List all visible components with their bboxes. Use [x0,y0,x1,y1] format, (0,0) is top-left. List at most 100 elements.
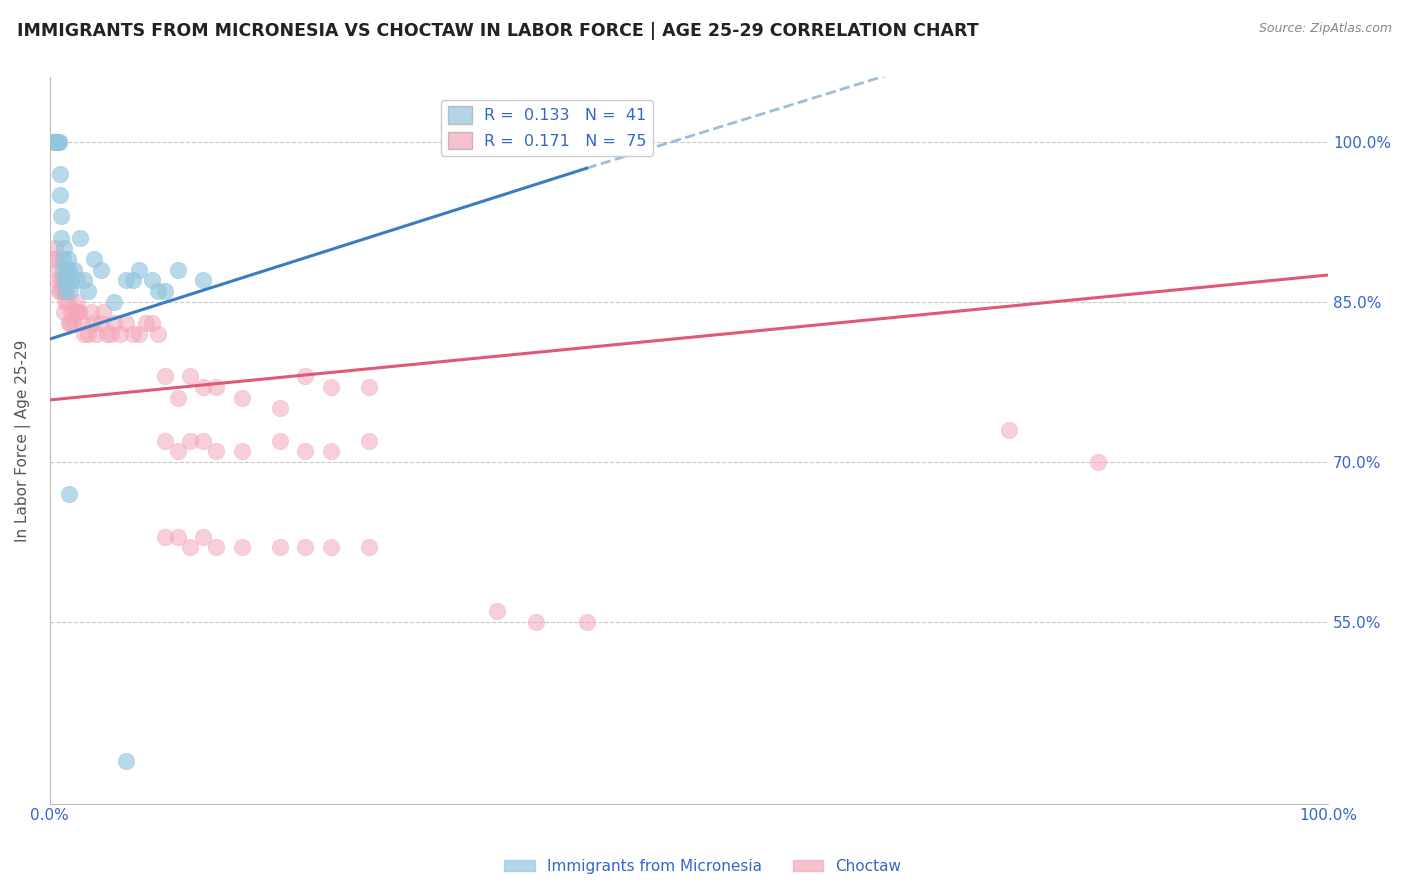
Point [52,241,75,255]
Point [82,316,104,330]
Point [135,316,157,330]
Point [48,262,70,277]
Point [100,326,122,341]
Point [191,434,214,448]
Point [115,754,138,768]
Text: Source: ZipAtlas.com: Source: ZipAtlas.com [1258,22,1392,36]
Point [115,273,138,287]
Point [69,230,91,244]
Point [231,391,253,405]
Point [121,273,143,287]
Point [77,326,100,341]
Point [166,530,188,544]
Point [67,305,90,319]
Point [55,284,77,298]
Point [49,167,72,181]
Point [70,316,93,330]
Point [44,135,66,149]
Point [486,604,509,618]
Point [52,305,75,319]
Y-axis label: In Labor Force | Age 25-29: In Labor Force | Age 25-29 [15,339,31,541]
Point [84,326,107,341]
Point [52,273,75,287]
Point [65,294,87,309]
Point [55,262,77,277]
Point [153,434,176,448]
Point [575,615,598,629]
Point [60,305,83,319]
Point [51,230,73,244]
Point [90,316,112,330]
Point [90,262,112,277]
Point [46,135,69,149]
Point [269,434,291,448]
Point [166,391,188,405]
Point [51,209,73,223]
Point [42,252,65,266]
Point [205,444,228,458]
Point [115,316,138,330]
Point [48,135,70,149]
Point [59,284,82,298]
Point [48,284,70,298]
Point [294,444,316,458]
Point [294,369,316,384]
Point [55,273,77,287]
Point [51,273,73,287]
Point [46,135,69,149]
Point [53,294,76,309]
Point [179,369,201,384]
Point [65,273,87,287]
Point [148,326,170,341]
Point [49,284,72,298]
Point [45,252,67,266]
Point [141,273,163,287]
Point [93,305,115,319]
Point [65,305,87,319]
Point [1087,455,1109,469]
Point [51,252,73,266]
Point [51,284,73,298]
Point [46,273,69,287]
Point [58,262,80,277]
Point [103,316,125,330]
Point [191,380,214,394]
Point [179,434,201,448]
Point [53,284,76,298]
Point [997,423,1019,437]
Point [128,326,150,341]
Point [153,284,176,298]
Point [359,541,381,555]
Point [294,541,316,555]
Point [56,252,79,266]
Point [166,444,188,458]
Point [79,305,101,319]
Point [231,541,253,555]
Point [205,541,228,555]
Point [51,273,73,287]
Point [73,326,96,341]
Point [179,541,201,555]
Point [524,615,547,629]
Point [45,135,67,149]
Point [83,252,105,266]
Legend: Immigrants from Micronesia, Choctaw: Immigrants from Micronesia, Choctaw [498,853,908,880]
Point [269,541,291,555]
Point [42,135,65,149]
Point [58,487,80,501]
Point [319,444,342,458]
Point [62,316,84,330]
Point [56,294,79,309]
Point [103,294,125,309]
Point [205,380,228,394]
Point [148,284,170,298]
Point [59,316,82,330]
Point [44,241,66,255]
Text: IMMIGRANTS FROM MICRONESIA VS CHOCTAW IN LABOR FORCE | AGE 25-29 CORRELATION CHA: IMMIGRANTS FROM MICRONESIA VS CHOCTAW IN… [17,22,979,40]
Point [51,262,73,277]
Point [359,434,381,448]
Point [319,541,342,555]
Point [108,326,131,341]
Point [73,273,96,287]
Point [96,326,118,341]
